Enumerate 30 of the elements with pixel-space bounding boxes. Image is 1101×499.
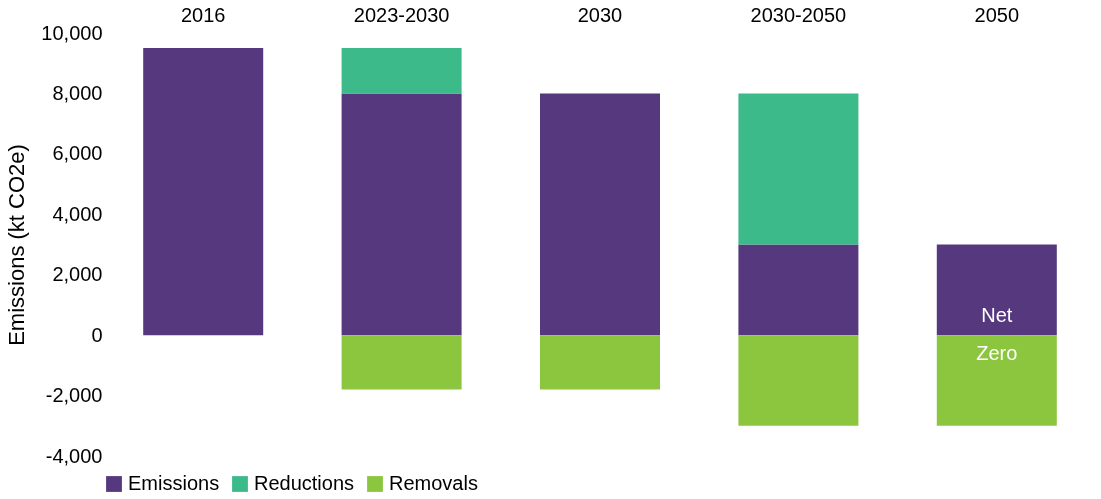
bar	[936, 244, 1057, 336]
bar	[540, 335, 660, 390]
annotation: Zero	[976, 342, 1018, 365]
bar	[738, 93, 859, 245]
bar	[738, 335, 859, 426]
y-axis-title: Emissions (kt CO2e)	[4, 144, 30, 346]
bar	[143, 48, 264, 336]
y-tick-label: 4,000	[52, 202, 103, 225]
y-tick-label: 8,000	[52, 81, 103, 104]
bar	[936, 335, 1057, 426]
y-tick-label: -4,000	[45, 444, 103, 467]
x-tick-label: 2050	[974, 3, 1020, 26]
legend-label: Reductions	[254, 472, 355, 494]
legend-label: Removals	[389, 472, 478, 494]
y-tick-label: 0	[91, 323, 103, 346]
bar	[738, 244, 859, 336]
y-tick-label: -2,000	[45, 384, 103, 407]
bar	[341, 335, 462, 390]
legend-label: Emissions	[128, 472, 220, 494]
bar	[341, 48, 462, 94]
annotation: Net	[981, 304, 1013, 327]
y-tick-label: 10,000	[41, 21, 103, 44]
bar	[341, 93, 462, 336]
y-tick-label: 6,000	[52, 142, 103, 165]
x-tick-label: 2023-2030	[353, 3, 450, 26]
bar	[540, 93, 660, 336]
x-tick-label: 2030	[577, 3, 623, 26]
x-tick-label: 2030-2050	[750, 3, 847, 26]
x-tick-label: 2016	[180, 3, 226, 26]
y-tick-label: 2,000	[52, 263, 103, 286]
